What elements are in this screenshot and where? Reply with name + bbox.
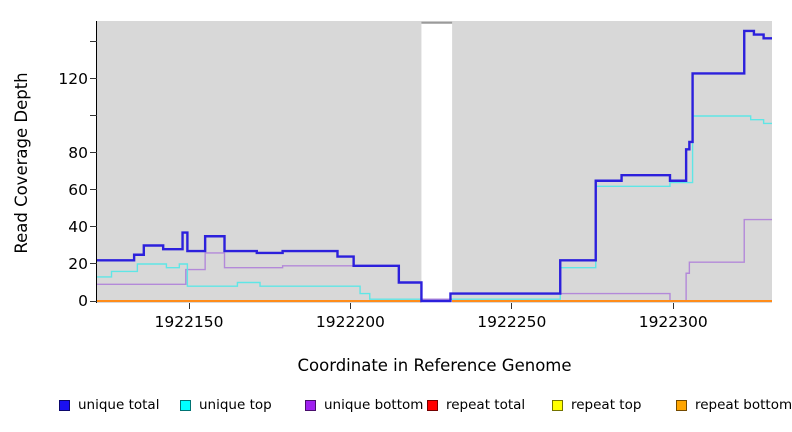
legend-label: repeat bottom [695, 397, 792, 413]
legend-item-unique-total: unique total [59, 396, 159, 414]
x-tick-label: 1922250 [477, 313, 547, 331]
legend-item-unique-top: unique top [180, 396, 272, 414]
series-line-unique-total [97, 29, 772, 303]
y-tick-label: 120 [58, 69, 88, 88]
legend: unique total unique top unique bottom repea… [0, 396, 792, 416]
y-tick-mark [90, 263, 97, 265]
legend-item-repeat-bottom: repeat bottom [676, 396, 792, 414]
legend-item-repeat-top: repeat top [552, 396, 641, 414]
y-tick-mark [90, 152, 97, 154]
legend-swatch-icon [59, 399, 70, 411]
legend-label: unique bottom [324, 397, 424, 413]
legend-label: repeat total [446, 397, 526, 413]
legend-swatch-icon [676, 399, 687, 411]
y-tick-mark [90, 189, 97, 191]
plot-area [97, 21, 772, 303]
x-tick-label: 1922150 [154, 313, 224, 331]
legend-label: unique top [199, 397, 272, 413]
legend-label: repeat top [571, 397, 642, 413]
x-tick-label: 1922300 [638, 313, 708, 331]
y-tick-label: 20 [68, 254, 88, 273]
y-tick-mark [90, 115, 97, 117]
legend-swatch-icon [180, 399, 191, 411]
y-tick-label: 60 [68, 180, 88, 199]
x-tick-mark [511, 303, 513, 309]
x-axis-title: Coordinate in Reference Genome [297, 356, 572, 375]
legend-item-repeat-total: repeat total [427, 396, 525, 414]
x-tick-mark [188, 303, 190, 309]
legend-item-unique-bottom: unique bottom [305, 396, 423, 414]
legend-label: unique total [78, 397, 160, 413]
y-tick-label: 0 [78, 292, 88, 310]
series-line-unique-top [97, 115, 772, 302]
x-tick-label: 1922200 [315, 313, 385, 331]
y-axis-spine [96, 21, 97, 303]
y-tick-mark [90, 226, 97, 228]
legend-swatch-icon [305, 399, 316, 411]
legend-swatch-icon [552, 399, 563, 411]
y-tick-mark [90, 78, 97, 80]
y-tick-mark [90, 41, 97, 43]
x-tick-mark [349, 303, 351, 309]
y-tick-mark [90, 300, 97, 302]
coverage-gap-band [421, 23, 453, 303]
y-axis-title: Read Coverage Depth [12, 72, 31, 254]
x-tick-mark [672, 303, 674, 309]
y-tick-label: 40 [68, 217, 88, 236]
y-tick-label: 80 [68, 143, 88, 162]
legend-swatch-icon [427, 399, 438, 411]
